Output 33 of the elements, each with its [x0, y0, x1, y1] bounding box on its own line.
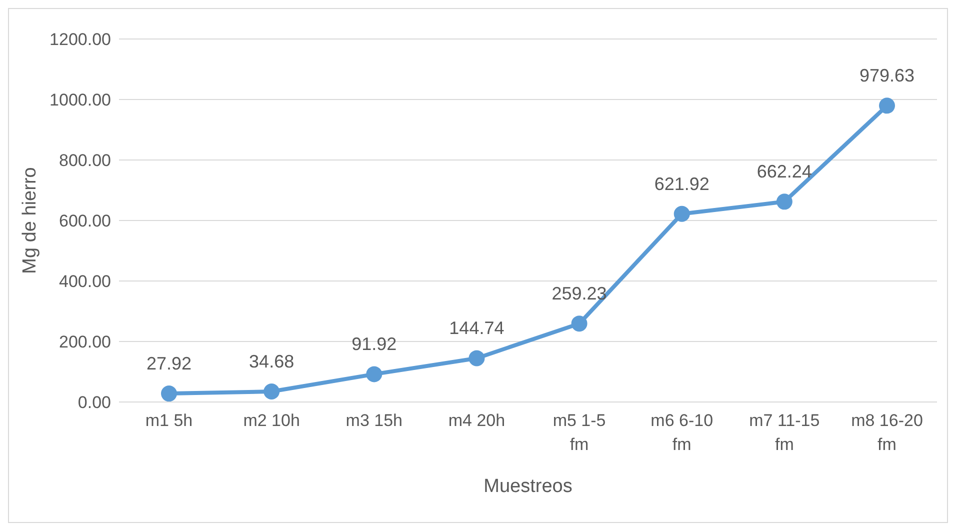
x-tick-label: m3 15h [346, 411, 402, 430]
x-tick-label: m4 20h [448, 411, 506, 430]
y-tick-label: 600.00 [59, 212, 111, 231]
y-tick-label: 800.00 [59, 151, 111, 170]
x-axis-title: Muestreos [484, 476, 572, 497]
x-tick-label: m2 10h [243, 411, 300, 430]
point [366, 366, 382, 382]
y-tick-label: 1000.00 [50, 90, 111, 110]
data-label: 27.92 [146, 354, 192, 374]
data-label: 34.68 [249, 352, 294, 372]
point [674, 206, 690, 222]
y-axis-title: Mg de hierro [20, 167, 41, 274]
point [161, 386, 177, 402]
point [776, 194, 792, 210]
y-tick-label: 1200.00 [50, 30, 111, 50]
x-tick-label: m7 11-15 fm [749, 411, 820, 454]
point [879, 98, 895, 114]
data-label: 979.63 [859, 66, 915, 86]
point [264, 384, 280, 400]
point [571, 316, 588, 332]
data-label: 662.24 [756, 162, 812, 182]
x-tick-label: m6 6-10 fm [650, 411, 714, 454]
data-label: 91.92 [352, 334, 397, 354]
x-tick-label: m1 5h [145, 411, 193, 430]
point [468, 350, 485, 366]
y-tick-label: 400.00 [59, 272, 111, 292]
data-label: 259.23 [552, 284, 607, 304]
x-tick-label: m5 1-5 fm [552, 411, 606, 454]
y-tick-label: 0.00 [78, 393, 111, 412]
data-label: 621.92 [654, 174, 710, 194]
data-label: 144.74 [449, 318, 504, 338]
y-tick-label: 200.00 [59, 332, 111, 352]
x-tick-label: m8 16-20 fm [851, 411, 923, 454]
